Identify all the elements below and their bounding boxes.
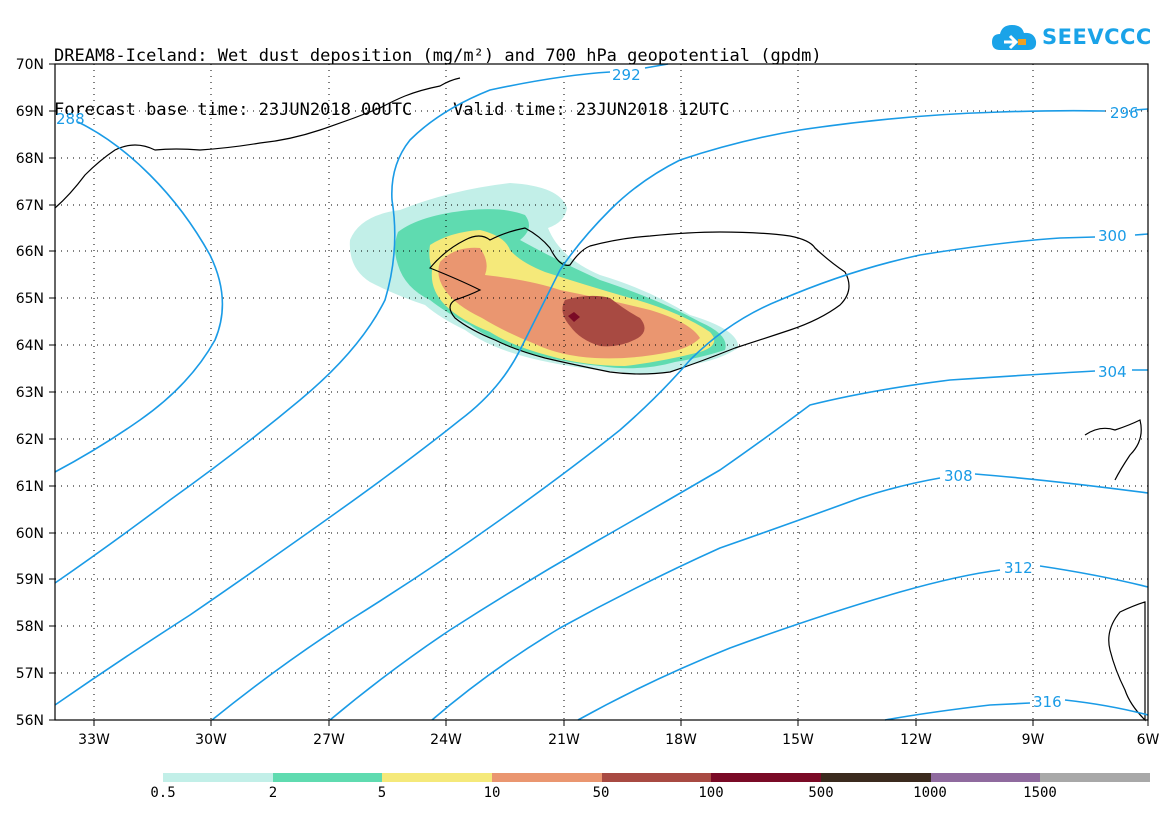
lat-label: 68N bbox=[16, 151, 44, 167]
axis-ticks bbox=[49, 63, 1149, 726]
latitude-labels: 70N 69N 68N 67N 66N 65N 64N 63N 62N 61N … bbox=[16, 57, 44, 729]
scotland-coast bbox=[1108, 601, 1146, 722]
lat-label: 66N bbox=[16, 244, 44, 260]
lon-label: 30W bbox=[195, 732, 227, 748]
contour-304 bbox=[329, 369, 1148, 721]
legend-label: 5 bbox=[377, 785, 387, 801]
legend-label: 2 bbox=[268, 785, 278, 801]
greenland-coast bbox=[54, 77, 461, 209]
legend-label: 1500 bbox=[1023, 785, 1057, 801]
legend-label: 50 bbox=[592, 785, 610, 801]
lat-label: 65N bbox=[16, 291, 44, 307]
lon-label: 24W bbox=[430, 732, 462, 748]
lat-label: 58N bbox=[16, 619, 44, 635]
lon-label: 6W bbox=[1137, 732, 1160, 748]
logo-text: SEEVCCC bbox=[1042, 25, 1152, 49]
lon-label: 15W bbox=[782, 732, 814, 748]
contour-label-312: 312 bbox=[1004, 559, 1033, 577]
legend-label: 1000 bbox=[913, 785, 947, 801]
lat-label: 69N bbox=[16, 104, 44, 120]
contour-296-lower bbox=[54, 108, 1149, 706]
legend-swatch bbox=[1040, 773, 1151, 782]
cloud-icon bbox=[992, 25, 1037, 50]
longitude-labels: 33W 30W 27W 24W 21W 18W 15W 12W 9W 6W bbox=[78, 732, 1159, 748]
lat-label: 67N bbox=[16, 198, 44, 214]
iceland-coast bbox=[429, 227, 850, 375]
title-line-1: DREAM8-Iceland: Wet dust deposition (mg/… bbox=[54, 46, 822, 66]
lat-label: 57N bbox=[16, 666, 44, 682]
lon-label: 9W bbox=[1022, 732, 1045, 748]
contour-label-292: 292 bbox=[612, 66, 641, 84]
color-legend bbox=[163, 773, 1151, 785]
legend-label: 0.5 bbox=[150, 785, 176, 801]
legend-swatch bbox=[492, 773, 602, 782]
lon-label: 18W bbox=[665, 732, 697, 748]
legend-label: 500 bbox=[808, 785, 834, 801]
dust-level-50 bbox=[562, 295, 645, 347]
coastlines bbox=[54, 77, 1146, 722]
lat-label: 64N bbox=[16, 338, 44, 354]
lat-label: 63N bbox=[16, 385, 44, 401]
lat-label: 60N bbox=[16, 526, 44, 542]
contour-label-316: 316 bbox=[1033, 693, 1062, 711]
contour-292 bbox=[54, 63, 669, 584]
contour-316 bbox=[884, 699, 1149, 721]
legend-label: 10 bbox=[483, 785, 501, 801]
contour-labels: 292 296 300 304 308 312 316 288 bbox=[56, 66, 1139, 711]
legend-swatch bbox=[163, 773, 273, 782]
lon-label: 33W bbox=[78, 732, 110, 748]
contour-label-308: 308 bbox=[944, 467, 973, 485]
lat-label: 62N bbox=[16, 432, 44, 448]
contour-label-296: 296 bbox=[1110, 104, 1139, 122]
legend-swatch bbox=[382, 773, 493, 782]
lat-label: 56N bbox=[16, 713, 44, 729]
contour-label-304: 304 bbox=[1098, 363, 1127, 381]
contour-312 bbox=[577, 565, 1149, 721]
legend-swatch bbox=[601, 773, 712, 782]
lon-label: 21W bbox=[548, 732, 580, 748]
graticule bbox=[55, 64, 1148, 720]
geopotential-contours bbox=[54, 63, 1149, 721]
legend-swatch bbox=[272, 773, 383, 782]
contour-300 bbox=[211, 233, 1149, 721]
map-title: DREAM8-Iceland: Wet dust deposition (mg/… bbox=[54, 11, 822, 137]
legend-label: 100 bbox=[698, 785, 724, 801]
contour-label-300: 300 bbox=[1098, 227, 1127, 245]
legend-swatch bbox=[930, 773, 1041, 782]
faroe-shetland-coast bbox=[1084, 419, 1142, 481]
contour-label-288: 288 bbox=[56, 110, 85, 128]
legend-swatch bbox=[711, 773, 822, 782]
title-line-2: Forecast base time: 23JUN2018 00UTC Vali… bbox=[54, 100, 730, 120]
lat-label: 61N bbox=[16, 479, 44, 495]
lat-label: 59N bbox=[16, 572, 44, 588]
lat-label: 70N bbox=[16, 57, 44, 73]
seevccc-logo: SEEVCCC bbox=[990, 20, 1152, 56]
contour-288 bbox=[54, 121, 224, 473]
contour-308 bbox=[431, 473, 1149, 721]
lon-label: 12W bbox=[900, 732, 932, 748]
lon-label: 27W bbox=[313, 732, 345, 748]
dust-level-100 bbox=[568, 312, 580, 322]
legend-swatch bbox=[821, 773, 931, 782]
